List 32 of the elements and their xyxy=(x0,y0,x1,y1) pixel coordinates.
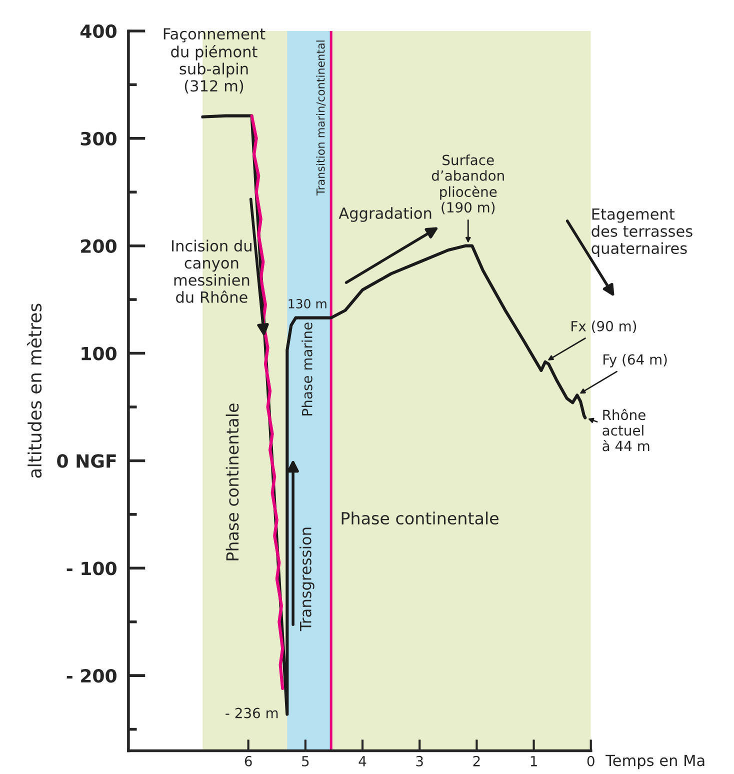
text: Etagement des terrasses quaternaires xyxy=(592,208,692,258)
annotation: Phase marine xyxy=(302,322,312,416)
annotation: Phase continentale xyxy=(226,404,239,560)
annotation: 130 m xyxy=(288,298,326,308)
annotation: Façonnement du piémont sub-alpin (312 m) xyxy=(164,28,266,94)
annotation: Fx (90 m) xyxy=(572,320,636,334)
annotation: - 236 m xyxy=(226,708,278,718)
y-tick-label: 400 xyxy=(80,24,116,38)
x-axis-title: Temps en Ma xyxy=(606,754,704,770)
y-tick-label: 100 xyxy=(82,346,116,360)
annotation: Transgression xyxy=(300,528,314,632)
x-tick-label: 4 xyxy=(358,756,366,766)
y-tick-label: 0 NGF xyxy=(57,454,116,468)
x-tick-label: 5 xyxy=(302,756,309,766)
x-tick-label: 0 xyxy=(587,756,594,766)
x-tick-label: 6 xyxy=(244,756,252,766)
y-tick-label: - 200 xyxy=(66,669,116,683)
y-tick-label: 300 xyxy=(80,132,116,146)
annotation: Aggradation xyxy=(338,207,432,222)
annotation: Fy (64 m) xyxy=(604,354,667,368)
x-tick-label: 3 xyxy=(416,756,423,766)
y-tick-label: 200 xyxy=(81,239,116,253)
x-tick-label: 2 xyxy=(473,756,480,766)
line-series xyxy=(250,114,284,690)
x-tick-label: 1 xyxy=(530,756,537,766)
ref-line-label: Transition marin/continental xyxy=(316,40,326,196)
annotation: Incision du canyon messinien du Rhône xyxy=(172,240,252,303)
annotation: Phase continentale xyxy=(342,512,498,525)
annotation: Surface d’abandon pliocène (190 m) xyxy=(432,154,504,214)
y-tick-label: - 100 xyxy=(66,562,116,576)
annotation: Rhône actuel à 44 m xyxy=(602,408,650,452)
y-axis-title: altitudes en mètres xyxy=(26,304,42,478)
